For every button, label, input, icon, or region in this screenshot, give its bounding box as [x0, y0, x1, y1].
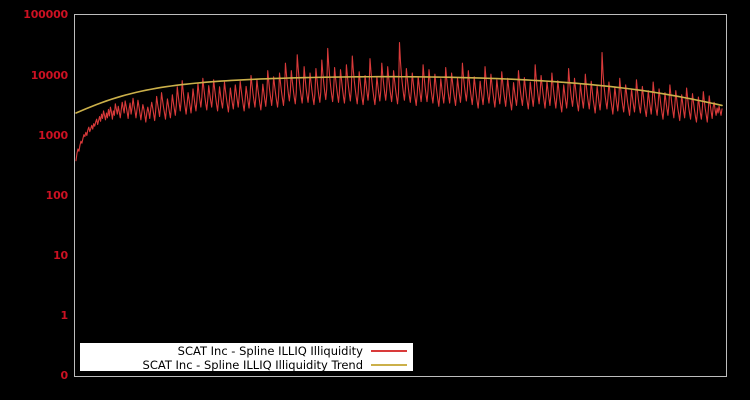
y-tick-label: 10000: [30, 69, 68, 82]
plot-area: [74, 14, 727, 377]
y-axis: 100000 10000 1000 100 10 1 0: [0, 0, 68, 400]
y-tick-label: 1000: [38, 129, 68, 142]
series-line-illiquidity: [75, 42, 723, 162]
plot-clip: [75, 15, 726, 376]
y-tick-label: 0: [60, 369, 69, 382]
chart-legend[interactable]: SCAT Inc - Spline ILLIQ Illiquidity SCAT…: [79, 342, 414, 372]
legend-entry: SCAT Inc - Spline ILLIQ Illiquidity Tren…: [80, 358, 413, 372]
legend-color-swatch-illiquidity: [371, 350, 407, 352]
legend-label: SCAT Inc - Spline ILLIQ Illiquidity Tren…: [142, 358, 363, 372]
y-tick-label: 1: [60, 309, 69, 322]
y-tick-label: 100000: [23, 8, 68, 21]
legend-entry: SCAT Inc - Spline ILLIQ Illiquidity: [80, 344, 413, 358]
legend-color-swatch-trend: [371, 364, 407, 366]
y-tick-label: 100: [45, 189, 69, 202]
legend-label: SCAT Inc - Spline ILLIQ Illiquidity: [177, 344, 363, 358]
y-tick-label: 10: [53, 249, 68, 262]
chart-canvas: [75, 42, 723, 162]
series-line-trend: [75, 75, 723, 114]
